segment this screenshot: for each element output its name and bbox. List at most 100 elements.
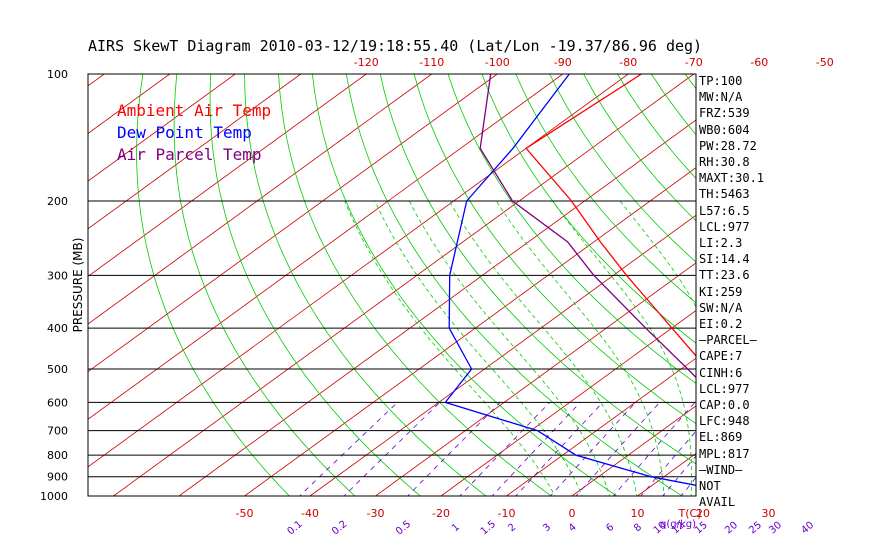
series-line-dew-point-temp [444,74,696,486]
top-temp-tick-label: -90 [554,56,572,69]
stability-indices-panel: TP:100 MW:N/A FRZ:539 WB0:604 PW:28.72 RH:30.… [699,73,867,510]
bottom-temp-tick-label: -20 [432,507,450,520]
pressure-tick-label: 500 [47,363,68,376]
stat-line: L57:6.5 [699,203,750,218]
mixing-ratio-line [515,402,604,496]
isotherm-line [571,405,696,496]
temp-unit-label: T(C) [678,507,702,520]
series-line-air-parcel-temp [479,74,696,379]
dry-adiabat-line [379,74,696,465]
series-line-ambient-air-temp [525,74,696,357]
moist-adiabat-line [619,200,696,308]
stat-line: LCL:977 [699,381,750,396]
mixing-ratio-label: 8 [632,522,644,535]
isotherm-line [88,74,432,325]
stat-line: —WIND— [699,462,743,477]
dry-adiabat-line [173,74,356,496]
mixing-ratio-line [491,402,581,496]
bottom-temp-tick-label: -50 [236,507,254,520]
stat-line: TT:23.6 [699,268,750,283]
mixing-ratio-label: 40 [799,520,816,537]
top-temp-tick-label: -80 [619,56,637,69]
stat-line: SW:N/A [699,300,743,315]
pressure-tick-label: 100 [47,68,68,81]
isotherm-line [88,74,301,230]
dry-adiabat-line [278,74,553,496]
stat-line: LCL:977 [699,219,750,234]
dry-adiabat-line [481,74,696,344]
top-temp-tick-label: -120 [354,56,379,69]
top-temp-tick-label: -110 [419,56,444,69]
stat-line: WB0:604 [699,122,750,137]
stat-line: MPL:817 [699,446,750,461]
dry-adiabat-line [447,74,696,384]
stat-line: LI:2.3 [699,236,743,251]
bottom-temp-tick-label: -30 [367,507,385,520]
dry-adiabat-line [345,74,684,496]
isotherm-line [88,74,236,182]
moist-adiabat-line [344,200,556,496]
stat-line: CAPE:7 [699,349,743,364]
pressure-tick-label: 600 [47,396,68,409]
isotherm-line [244,167,696,496]
mixing-ratio-label: 6 [604,522,616,535]
top-temp-tick-label: -70 [685,56,703,69]
mixing-ratio-label: 0.5 [394,519,413,538]
stat-line: PW:28.72 [699,138,757,153]
top-temp-tick-label: -100 [485,56,510,69]
mixing-ratio-label: 1 [450,522,462,535]
mixing-ratio-unit-label: q(g/kg) [660,519,696,530]
isotherm-line [88,74,367,277]
bottom-temp-tick-label: -40 [301,507,319,520]
bottom-temp-tick-label: 20 [696,507,710,520]
top-temp-tick-label: -60 [750,56,768,69]
legend-entry: Air Parcel Temp [117,145,262,164]
stat-line: FRZ:539 [699,106,750,121]
isotherm-line [375,262,696,496]
stat-line: —PARCEL— [699,333,757,348]
pressure-tick-label: 700 [47,425,68,438]
mixing-ratio-label: 3 [541,522,553,535]
legend-entry: Ambient Air Temp [117,101,271,120]
stat-line: KI:259 [699,284,743,299]
moist-adiabat-line [408,200,611,496]
dry-adiabat-line [209,74,422,496]
pressure-tick-label: 900 [47,471,68,484]
mixing-ratio-label: 2 [506,522,518,535]
mixing-ratio-label: 25 [747,520,764,537]
isotherm-line [506,357,696,496]
dry-adiabat-line [413,74,696,425]
isotherm-line [88,74,563,420]
bottom-temp-tick-label: 10 [631,507,645,520]
stat-line: TP:100 [699,74,743,88]
mixing-ratio-label: 0.1 [285,519,304,538]
bottom-temp-tick-label: 0 [569,507,576,520]
dry-adiabat-line [136,74,290,496]
mixing-ratio-label: 1.5 [479,519,498,538]
bottom-temp-tick-label: -10 [498,507,516,520]
isotherm-line [88,74,498,373]
pressure-tick-label: 800 [47,449,68,462]
legend-entry: Dew Point Temp [117,123,252,142]
stat-line: SI:14.4 [699,252,750,267]
isotherm-line [440,310,696,496]
stat-line: MAXT:30.1 [699,171,765,186]
isotherm-line [309,214,696,496]
top-temp-tick-label: -50 [816,56,834,69]
stat-line: EI:0.2 [699,317,743,332]
dry-adiabat-line [515,74,696,304]
mixing-ratio-line [549,402,636,496]
isotherm-line [178,119,696,496]
stat-line: AVAIL [699,495,736,510]
mixing-ratio-label: 30 [767,520,784,537]
mixing-ratio-label: 20 [723,520,740,537]
plot-frame [87,73,697,497]
mixing-ratio-label: 4 [567,522,579,535]
stat-line: RH:30.8 [699,155,750,170]
pressure-tick-label: 300 [47,269,68,282]
pressure-tick-label: 200 [47,195,68,208]
dry-adiabat-line [311,74,618,496]
pressure-tick-label: 1000 [40,490,68,503]
stat-line: EL:869 [699,430,743,445]
